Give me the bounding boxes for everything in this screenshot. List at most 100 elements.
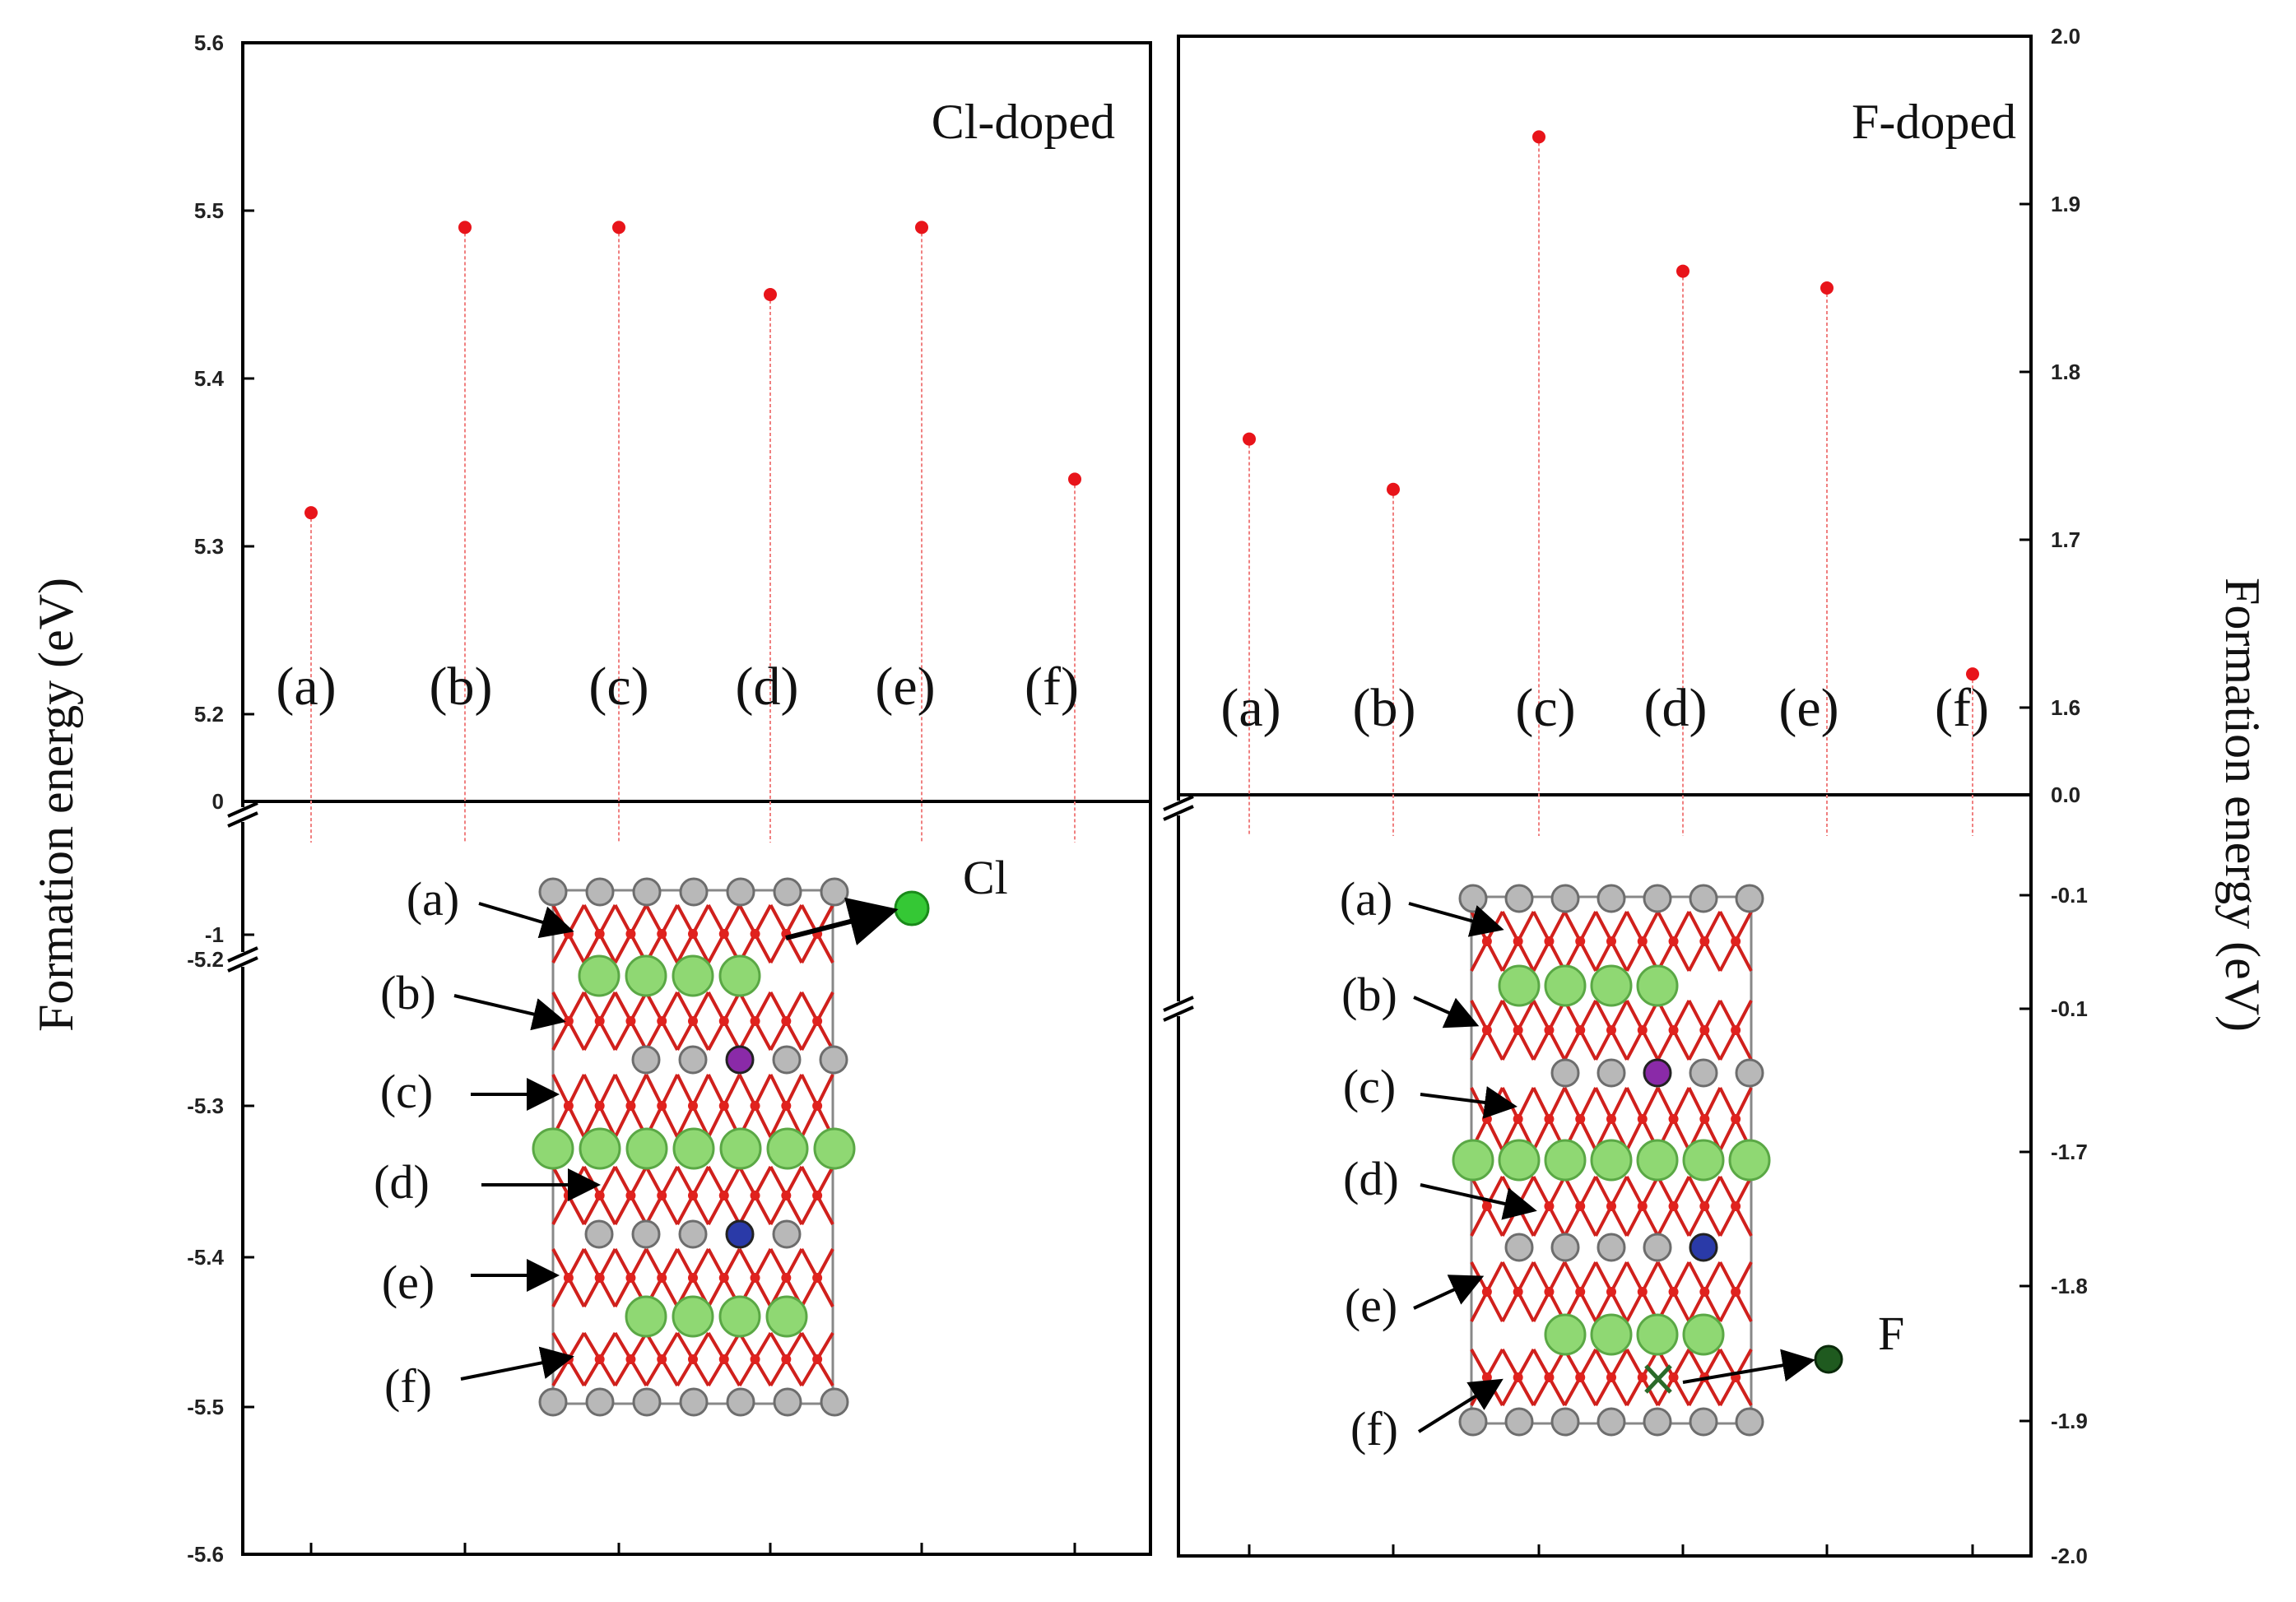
cl-oxygen-atom xyxy=(718,1354,729,1364)
f-oxygen-atom xyxy=(1513,1372,1523,1382)
f-grey-atom xyxy=(1689,1058,1718,1088)
left-y-axis-label: Formation energy (eV) xyxy=(29,578,83,1032)
cl-oxygen-atom xyxy=(812,1273,823,1283)
cl-grey-atom xyxy=(678,1045,708,1075)
f-oxygen-atom xyxy=(1637,1025,1648,1035)
cl-oxygen-atom xyxy=(750,929,760,939)
cl-oxygen-atom xyxy=(625,929,636,939)
cl-green-atom xyxy=(532,1127,574,1170)
cl-grey-atom xyxy=(631,1045,661,1075)
f-upper-tick-label: 1.6 xyxy=(2051,695,2080,720)
f-upper-tick-label: 1.9 xyxy=(2051,192,2080,216)
f-grey-atom xyxy=(1735,1058,1764,1088)
f-oxygen-atom xyxy=(1481,1287,1492,1297)
f-axis-break-slash xyxy=(1163,795,1194,811)
f-oxygen-atom xyxy=(1731,1201,1741,1211)
cl-lower-tick-label: -5.4 xyxy=(187,1245,224,1270)
cl-green-atom xyxy=(672,954,714,997)
f-lower-tick-label: -0.1 xyxy=(2051,883,2088,908)
cl-category-label: (a) xyxy=(276,657,336,717)
cl-oxygen-atom xyxy=(812,1016,823,1026)
f-lower-tick-label: -1.8 xyxy=(2051,1274,2088,1298)
cl-grey-atom xyxy=(632,877,662,907)
cl-axis-break-slash xyxy=(227,956,258,973)
f-oxygen-atom xyxy=(1637,1287,1648,1297)
cl-lower-frame xyxy=(241,800,1152,1556)
f-oxygen-atom xyxy=(1606,1287,1616,1297)
cl-oxygen-atom xyxy=(594,1273,605,1283)
f-green-atom xyxy=(1682,1139,1725,1182)
cl-grey-atom xyxy=(725,1045,755,1075)
f-grey-atom xyxy=(1643,884,1672,913)
cl-data-point xyxy=(764,287,777,301)
cl-zero-tick-label: 0 xyxy=(212,789,224,814)
cl-inset-label: (b) xyxy=(380,966,436,1019)
cl-data-point xyxy=(612,221,625,234)
cl-oxygen-atom xyxy=(657,1354,667,1364)
f-green-atom xyxy=(1590,964,1633,1007)
cl-doped-panel: Cl-doped 5.2 5.3 5.4 5.5 5.6 0 -1-5.2 -5.3 -5.4 -… xyxy=(187,30,1152,1567)
f-oxygen-atom xyxy=(1481,1114,1492,1124)
f-oxygen-atom xyxy=(1699,1114,1710,1124)
f-axis-break-slash xyxy=(1163,805,1194,821)
f-green-atom xyxy=(1590,1313,1633,1356)
f-oxygen-atom xyxy=(1513,1025,1523,1035)
cl-upper-tick-label: 5.3 xyxy=(194,534,224,559)
f-oxygen-atom xyxy=(1544,1287,1555,1297)
cl-oxygen-atom xyxy=(688,1273,698,1283)
f-lower-tick-label: -1.7 xyxy=(2051,1140,2088,1164)
f-lower-tick-label: -1.9 xyxy=(2051,1409,2088,1433)
f-inset-label: (b) xyxy=(1341,968,1397,1021)
cl-grey-atom xyxy=(772,1045,802,1075)
f-green-atom xyxy=(1728,1139,1771,1182)
f-oxygen-atom xyxy=(1481,936,1492,946)
cl-oxygen-atom xyxy=(594,929,605,939)
f-oxygen-atom xyxy=(1637,1372,1648,1382)
cl-oxygen-atom xyxy=(657,929,667,939)
cl-oxygen-atom xyxy=(718,1101,729,1111)
cl-grey-atom xyxy=(726,1387,755,1417)
cl-green-atom xyxy=(765,1295,808,1338)
f-axis-break-slash xyxy=(1163,1005,1194,1022)
f-grey-atom xyxy=(1643,1058,1672,1088)
f-grey-atom xyxy=(1735,884,1764,913)
f-grey-atom xyxy=(1689,884,1718,913)
cl-green-atom xyxy=(766,1127,809,1170)
cl-axis-break xyxy=(227,946,258,973)
f-inset-arrow xyxy=(1420,1183,1537,1220)
cl-oxygen-atom xyxy=(625,1273,636,1283)
f-vacancy-mark xyxy=(1644,1364,1672,1394)
f-dopant-arrow xyxy=(1682,1349,1815,1384)
f-grey-atom xyxy=(1504,1233,1534,1262)
f-oxygen-atom xyxy=(1575,1114,1586,1124)
f-grey-atom xyxy=(1550,884,1580,913)
cl-grey-atom xyxy=(585,1387,615,1417)
cl-grey-atom xyxy=(585,877,615,907)
cl-green-atom xyxy=(625,954,667,997)
cl-grey-atom xyxy=(584,1219,614,1249)
f-grey-atom xyxy=(1597,884,1626,913)
cl-oxygen-atom xyxy=(750,1354,760,1364)
cl-upper-tick-label: 5.4 xyxy=(194,366,225,391)
cl-oxygen-atom xyxy=(781,1354,792,1364)
f-category-label: (f) xyxy=(1935,678,1989,738)
f-grey-atom xyxy=(1735,1407,1764,1437)
cl-green-atom xyxy=(719,1127,762,1170)
f-oxygen-atom xyxy=(1606,1114,1616,1124)
f-upper-tick-label: 2.0 xyxy=(2051,24,2080,49)
cl-grey-atom xyxy=(632,1387,662,1417)
cl-oxygen-atom xyxy=(688,1191,698,1200)
cl-axis-break-slash xyxy=(227,801,258,818)
f-green-atom xyxy=(1682,1313,1725,1356)
cl-oxygen-atom xyxy=(718,1191,729,1200)
cl-oxygen-atom xyxy=(750,1191,760,1200)
cl-oxygen-atom xyxy=(688,1101,698,1111)
f-green-atom xyxy=(1544,964,1587,1007)
f-oxygen-atom xyxy=(1731,1287,1741,1297)
f-oxygen-atom xyxy=(1606,936,1616,946)
f-grey-atom xyxy=(1504,884,1534,913)
f-oxygen-atom xyxy=(1699,1287,1710,1297)
f-inset-structure: F (a) (b) (c) (d) (e) (f) xyxy=(1340,872,1904,1456)
cl-grey-atom xyxy=(679,1387,709,1417)
f-oxygen-atom xyxy=(1575,936,1586,946)
